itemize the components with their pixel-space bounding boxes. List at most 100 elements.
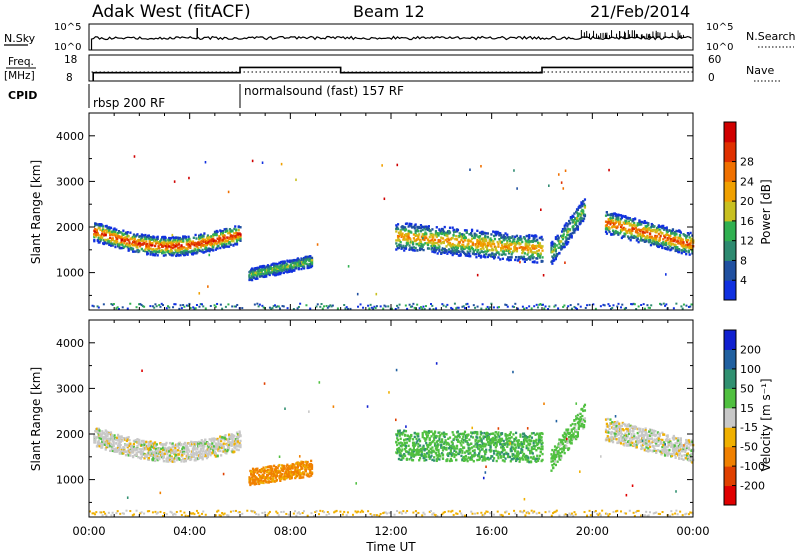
- data-cell: [126, 231, 129, 234]
- data-cell: [400, 246, 403, 249]
- data-cell: [629, 238, 632, 242]
- scatter-region: [395, 222, 544, 264]
- data-cell: [455, 248, 459, 251]
- data-cell: [566, 225, 569, 228]
- data-cell: [448, 250, 451, 254]
- data-cell: [443, 248, 446, 251]
- data-cell: [522, 250, 525, 253]
- data-cell: [222, 447, 225, 450]
- data-cell: [621, 214, 624, 218]
- data-cell: [435, 435, 438, 438]
- data-cell: [195, 237, 198, 240]
- data-cell: [408, 224, 411, 227]
- data-cell: [527, 238, 530, 241]
- data-cell: [154, 250, 158, 253]
- data-cell: [503, 243, 506, 246]
- data-cell: [206, 441, 210, 445]
- data-cell: [149, 440, 152, 443]
- data-cell: [201, 455, 204, 458]
- data-cell: [441, 454, 445, 457]
- data-cell: [149, 247, 152, 250]
- data-cell: [100, 437, 103, 441]
- data-cell: [173, 245, 176, 249]
- data-cell: [155, 240, 158, 243]
- data-cell: [416, 228, 419, 231]
- data-cell: [459, 233, 462, 236]
- data-cell: [562, 187, 565, 190]
- data-cell: [305, 304, 308, 307]
- data-cell: [210, 235, 213, 238]
- data-cell: [400, 458, 403, 461]
- data-cell: [308, 264, 311, 268]
- data-cell: [613, 225, 616, 229]
- data-cell: [508, 256, 512, 259]
- data-cell: [470, 237, 474, 240]
- data-cell: [97, 306, 100, 309]
- data-cell: [270, 465, 273, 468]
- data-cell: [187, 304, 190, 307]
- nsky-panel: N.Sky 10^5 10^0 10^5 10^0 N.Search: [4, 22, 796, 53]
- data-cell: [261, 304, 264, 307]
- data-cell: [399, 454, 402, 458]
- data-cell: [485, 252, 488, 256]
- data-cell: [198, 249, 202, 253]
- data-cell: [560, 181, 563, 184]
- data-cell: [541, 256, 544, 259]
- data-cell: [190, 454, 194, 457]
- data-cell: [96, 431, 99, 434]
- data-cell: [323, 305, 326, 308]
- data-cell: [569, 304, 572, 307]
- data-cell: [147, 456, 151, 460]
- data-cell: [182, 237, 185, 240]
- data-cell: [153, 442, 156, 446]
- data-cell: [175, 254, 178, 258]
- data-cell: [616, 225, 619, 228]
- data-cell: [162, 239, 165, 242]
- data-cell: [262, 306, 265, 309]
- data-cell: [643, 221, 646, 225]
- data-cell: [539, 303, 542, 306]
- data-cell: [118, 445, 121, 449]
- data-cell: [650, 235, 653, 239]
- data-cell: [450, 247, 453, 250]
- data-cell: [536, 250, 539, 253]
- data-cell: [258, 482, 261, 486]
- data-cell: [136, 448, 139, 451]
- data-cell: [505, 304, 508, 307]
- data-cell: [643, 240, 646, 243]
- data-cell: [525, 306, 528, 309]
- data-cell: [548, 184, 550, 187]
- data-cell: [309, 257, 312, 260]
- data-cell: [110, 445, 114, 449]
- data-cell: [282, 271, 285, 275]
- data-cell: [303, 465, 307, 468]
- data-cell: [470, 245, 473, 248]
- data-cell: [554, 257, 557, 260]
- data-cell: [237, 225, 240, 228]
- data-cell: [667, 247, 670, 250]
- data-cell: [685, 236, 688, 239]
- data-cell: [639, 239, 642, 242]
- data-cell: [414, 223, 417, 226]
- data-cell: [285, 471, 288, 474]
- data-cell: [251, 267, 254, 270]
- data-cell: [662, 238, 665, 241]
- data-cell: [186, 247, 189, 250]
- data-cell: [241, 307, 244, 310]
- data-cell: [642, 228, 645, 231]
- data-cell: [153, 306, 156, 309]
- data-cell: [438, 250, 441, 253]
- data-cell: [110, 443, 114, 447]
- data-cell: [100, 434, 103, 438]
- data-cell: [405, 457, 408, 461]
- data-cell: [686, 244, 690, 248]
- data-cell: [523, 307, 526, 310]
- data-cell: [94, 224, 97, 227]
- data-cell: [161, 245, 165, 248]
- data-cell: [554, 236, 557, 239]
- data-cell: [641, 233, 645, 236]
- data-cell: [165, 441, 168, 445]
- data-cell: [261, 272, 264, 275]
- data-cell: [423, 308, 426, 311]
- data-cell: [417, 235, 420, 239]
